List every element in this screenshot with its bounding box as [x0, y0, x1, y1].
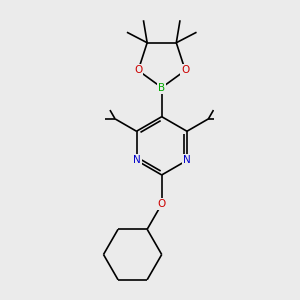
Text: O: O: [181, 65, 189, 75]
Text: O: O: [158, 199, 166, 209]
Text: N: N: [133, 155, 140, 165]
Text: O: O: [134, 65, 142, 75]
Text: N: N: [183, 155, 191, 165]
Text: B: B: [158, 82, 165, 93]
